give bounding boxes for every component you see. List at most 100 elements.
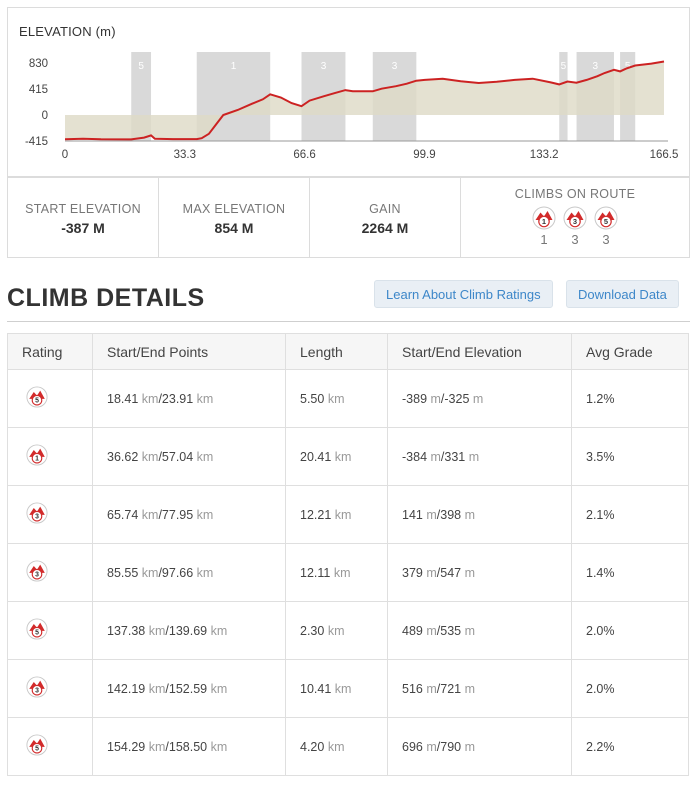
download-data-button[interactable]: Download Data [566, 280, 679, 308]
start-end-points-cell: 154.29 km/158.50 km [92, 717, 286, 776]
start-end-elevation-cell: 516 m/721 m [387, 659, 572, 718]
elevation-svg: 5 1 3 3 5 3 5 830 415 0 -415 0 33.3 66.6 99.9 133.2 166.… [25, 52, 679, 161]
climb-rating-icon-label: 3 [35, 572, 39, 579]
y-tick-label: 830 [29, 58, 48, 70]
learn-climb-ratings-button[interactable]: Learn About Climb Ratings [374, 280, 553, 308]
gain-stat: GAIN 2264 M [310, 178, 461, 257]
climb-band-label: 3 [321, 61, 327, 72]
start-elevation-stat: START ELEVATION -387 M [8, 178, 159, 257]
climb-rating-icon: 3 [26, 560, 48, 582]
climb-rating-icon-label: 3 [35, 514, 39, 521]
rating-cell: 3 [7, 659, 93, 718]
climb-rating-icon: 3 [563, 206, 587, 230]
climb-rating-icon: 3 [26, 676, 48, 698]
climb-rating-icon-label: 3 [35, 688, 39, 695]
table-row[interactable]: 5 18.41 km/23.91 km 5.50 km -389 m/-325 m 1.… [7, 369, 689, 428]
header-rating: Rating [7, 333, 93, 370]
max-elevation-stat: MAX ELEVATION 854 M [159, 178, 310, 257]
header-start-end-elevation: Start/End Elevation [387, 333, 572, 370]
start-end-elevation-cell: 696 m/790 m [387, 717, 572, 776]
length-cell: 2.30 km [285, 601, 388, 660]
rating-cell: 5 [7, 717, 93, 776]
gain-value: 2264 M [361, 220, 409, 236]
x-tick-label: 66.6 [293, 149, 315, 161]
gain-label: GAIN [369, 202, 401, 216]
start-end-points-cell: 36.62 km/57.04 km [92, 427, 286, 486]
chart-title: ELEVATION (m) [19, 24, 116, 39]
table-row[interactable]: 5 154.29 km/158.50 km 4.20 km 696 m/790 m 2.… [7, 717, 689, 776]
climb-count: 1 [540, 232, 548, 247]
start-end-elevation-cell: 489 m/535 m [387, 601, 572, 660]
table-row[interactable]: 3 65.74 km/77.95 km 12.21 km 141 m/398 m 2.1… [7, 485, 689, 544]
start-end-points-cell: 142.19 km/152.59 km [92, 659, 286, 718]
climb-band-label: 5 [138, 61, 144, 72]
length-cell: 4.20 km [285, 717, 388, 776]
start-end-elevation-cell: 379 m/547 m [387, 543, 572, 602]
elevation-line [64, 60, 665, 141]
climb-rating-icon: 1 [532, 206, 556, 230]
table-header-row: Rating Start/End Points Length Start/End… [7, 333, 689, 370]
start-end-points-cell: 18.41 km/23.91 km [92, 369, 286, 428]
climb-rating-icon-label: 5 [604, 217, 608, 226]
length-cell: 5.50 km [285, 369, 388, 428]
header-length: Length [285, 333, 388, 370]
climb-band-label: 3 [392, 61, 398, 72]
start-end-elevation-cell: -389 m/-325 m [387, 369, 572, 428]
table-row[interactable]: 1 36.62 km/57.04 km 20.41 km -384 m/331 m 3.… [7, 427, 689, 486]
table-row[interactable]: 3 85.55 km/97.66 km 12.11 km 379 m/547 m 1.4… [7, 543, 689, 602]
x-tick-label: 166.5 [650, 149, 679, 161]
length-cell: 10.41 km [285, 659, 388, 718]
elevation-chart: ELEVATION (m) 5 1 3 3 5 3 5 830 415 0 -415 0 33.3 66.… [7, 7, 690, 177]
stats-bar: START ELEVATION -387 M MAX ELEVATION 854… [7, 177, 690, 258]
avg-grade-cell: 2.0% [571, 659, 689, 718]
avg-grade-cell: 2.2% [571, 717, 689, 776]
climb-rating-icon-label: 5 [35, 630, 39, 637]
rating-cell: 5 [7, 601, 93, 660]
climb-band-label: 5 [625, 61, 631, 72]
climb-rating-icon-label: 1 [542, 217, 546, 226]
x-tick-label: 99.9 [413, 149, 435, 161]
climb-details-table: Rating Start/End Points Length Start/End… [7, 333, 689, 776]
avg-grade-cell: 1.2% [571, 369, 689, 428]
y-tick-label: 415 [29, 84, 48, 96]
y-tick-label: -415 [25, 136, 48, 148]
length-cell: 12.11 km [285, 543, 388, 602]
climb-count: 3 [571, 232, 579, 247]
y-tick-label: 0 [42, 110, 48, 122]
avg-grade-cell: 1.4% [571, 543, 689, 602]
climb-band-label: 1 [231, 61, 237, 72]
climb-rating-icon: 5 [594, 206, 618, 230]
avg-grade-cell: 3.5% [571, 427, 689, 486]
climb-details-title: CLIMB DETAILS [7, 284, 205, 312]
length-cell: 12.21 km [285, 485, 388, 544]
climb-rating-icon: 1 [26, 444, 48, 466]
avg-grade-cell: 2.1% [571, 485, 689, 544]
climb-band-label: 5 [561, 61, 567, 72]
start-end-points-cell: 137.38 km/139.69 km [92, 601, 286, 660]
climb-rating-icon-label: 5 [35, 746, 39, 753]
climb-rating-icon: 5 [26, 734, 48, 756]
x-tick-label: 133.2 [530, 149, 559, 161]
rating-cell: 3 [7, 543, 93, 602]
max-elevation-label: MAX ELEVATION [182, 202, 286, 216]
rating-cell: 3 [7, 485, 93, 544]
climb-count: 3 [602, 232, 610, 247]
start-end-elevation-cell: 141 m/398 m [387, 485, 572, 544]
climb-rating-icon: 3 [26, 502, 48, 524]
start-elevation-value: -387 M [61, 220, 105, 236]
table-row[interactable]: 5 137.38 km/139.69 km 2.30 km 489 m/535 m 2.… [7, 601, 689, 660]
climb-rating-icon: 5 [26, 386, 48, 408]
climb-band-label: 3 [592, 61, 598, 72]
climb-rating-icon-label: 1 [35, 456, 39, 463]
start-elevation-label: START ELEVATION [25, 202, 141, 216]
rating-cell: 5 [7, 369, 93, 428]
climb-rating-icon-label: 3 [573, 217, 577, 226]
table-body: 5 18.41 km/23.91 km 5.50 km -389 m/-325 m 1.… [7, 369, 689, 776]
header-start-end-points: Start/End Points [92, 333, 286, 370]
